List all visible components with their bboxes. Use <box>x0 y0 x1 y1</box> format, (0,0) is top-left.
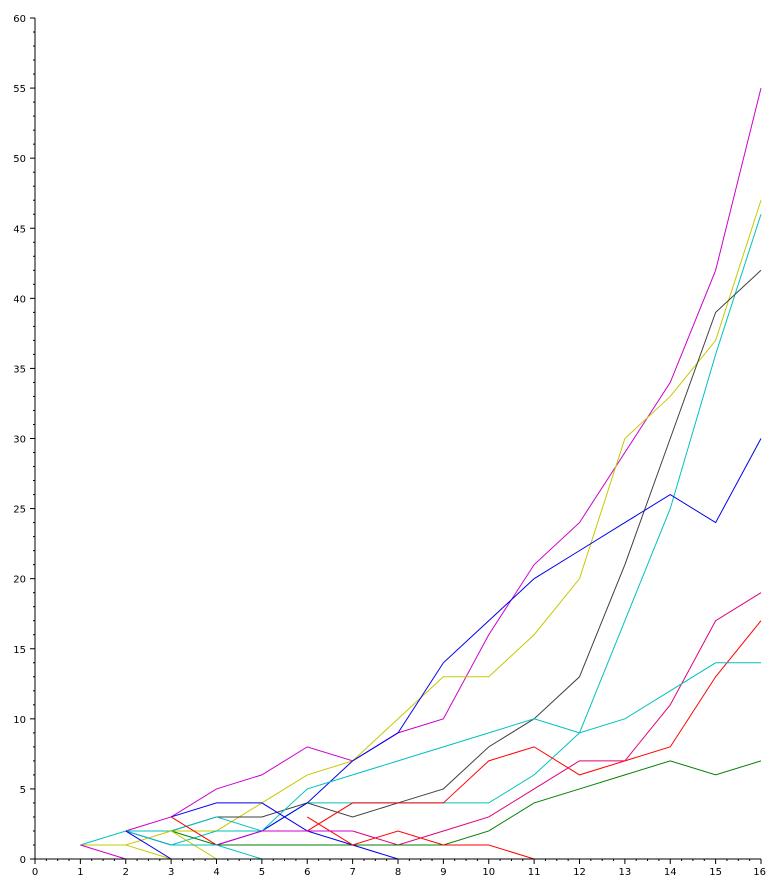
y-tick-label: 55 <box>13 84 26 95</box>
x-tick-label: 4 <box>213 867 219 878</box>
series-line-11 <box>170 802 308 832</box>
y-tick-label: 50 <box>13 154 26 165</box>
series-line-19 <box>125 830 172 860</box>
series-line-12 <box>170 816 217 846</box>
series-line-17 <box>125 830 263 860</box>
x-tick-label: 10 <box>482 867 495 878</box>
x-tick-label: 0 <box>32 867 38 878</box>
series-line-9 <box>170 760 762 846</box>
x-tick-label: 16 <box>753 867 766 878</box>
y-tick-label: 10 <box>13 715 26 726</box>
y-tick-label: 35 <box>13 364 26 375</box>
x-tick-label: 11 <box>528 867 541 878</box>
series-line-7 <box>261 620 762 832</box>
x-tick-label: 9 <box>440 867 446 878</box>
x-tick-label: 1 <box>77 867 83 878</box>
series-line-2 <box>171 200 762 832</box>
y-tick-label: 20 <box>13 575 26 586</box>
series-line-6 <box>352 592 762 846</box>
y-tick-label: 40 <box>13 294 26 305</box>
y-tick-label: 25 <box>13 505 26 516</box>
series-line-4 <box>170 269 762 832</box>
series-line-14 <box>216 830 353 846</box>
x-tick-label: 13 <box>619 867 632 878</box>
x-tick-label: 3 <box>168 867 174 878</box>
x-tick-label: 5 <box>259 867 265 878</box>
series-line-3 <box>170 214 762 846</box>
series-line-8 <box>80 662 761 846</box>
series-line-16 <box>125 844 172 860</box>
x-tick-label: 15 <box>709 867 722 878</box>
x-tick-label: 14 <box>664 867 677 878</box>
y-tick-label: 45 <box>13 224 26 235</box>
x-tick-label: 2 <box>123 867 129 878</box>
y-tick-label: 15 <box>13 645 26 656</box>
series-layer <box>80 87 762 860</box>
series-line-18 <box>80 844 126 860</box>
x-tick-label: 12 <box>573 867 586 878</box>
series-line-13 <box>306 816 535 860</box>
x-tick-label: 6 <box>304 867 310 878</box>
x-tick-label: 7 <box>349 867 355 878</box>
y-tick-label: 0 <box>20 855 26 866</box>
y-tick-label: 5 <box>20 785 26 796</box>
axes-layer: 0 1 2 3 4 5 6 7 8 9 10 11 12 13 14 15 160510152025303540… <box>13 14 766 878</box>
x-tick-label: 8 <box>395 867 401 878</box>
y-tick-label: 60 <box>13 14 26 25</box>
series-line-1 <box>125 87 762 832</box>
series-line-5 <box>261 438 762 832</box>
y-tick-label: 30 <box>13 435 26 446</box>
